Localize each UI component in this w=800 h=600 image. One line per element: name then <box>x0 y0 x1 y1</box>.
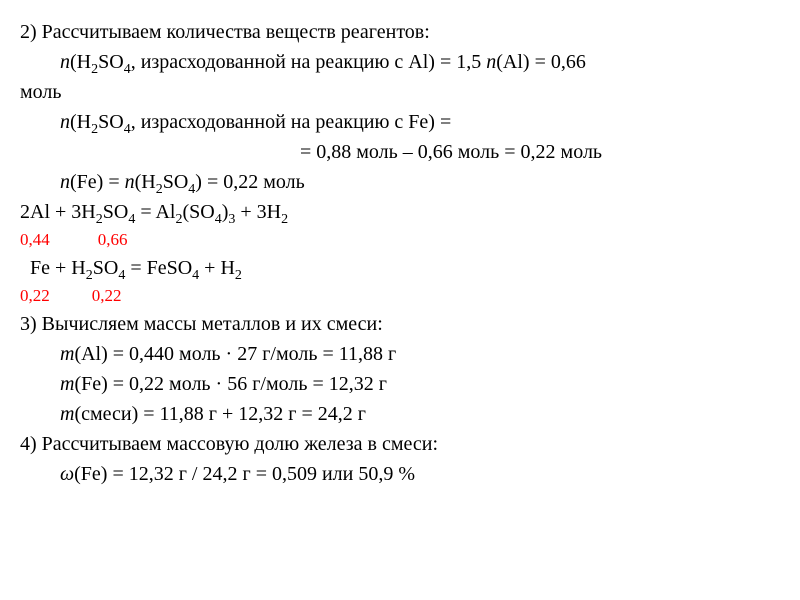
txt: + H <box>199 257 235 279</box>
sub: 4 <box>124 122 131 137</box>
var-n: n <box>60 171 70 193</box>
sub: 2 <box>235 268 242 283</box>
var-n: n <box>60 111 70 133</box>
step3-heading: 3) Вычисляем массы металлов и их смеси: <box>20 310 780 338</box>
step2-line1: n(H2SO4, израсходованной на реакцию с Al… <box>20 48 780 76</box>
txt: , израсходованной на реакцию с Fe) = <box>131 111 452 133</box>
step2-line3: n(H2SO4, израсходованной на реакцию с Fe… <box>20 108 780 136</box>
txt: (H <box>135 171 156 193</box>
coef-row2: 0,22 0,22 <box>20 284 780 308</box>
var-m: m <box>60 373 74 395</box>
step3-line3: m(смеси) = 11,88 г + 12,32 г = 24,2 г <box>20 400 780 428</box>
equation1: 2Al + 3H2SO4 = Al2(SO4)3 + 3H2 <box>20 198 780 226</box>
txt: = FeSO <box>125 257 192 279</box>
txt: (Al) = 0,66 <box>496 51 586 73</box>
equation2: Fe + H2SO4 = FeSO4 + H2 <box>20 254 780 282</box>
txt: SO <box>93 257 119 279</box>
coef: 0,22 <box>20 286 50 305</box>
txt: SO <box>98 51 124 73</box>
step2-line5: n(Fe) = n(H2SO4) = 0,22 моль <box>20 168 780 196</box>
step4-line1: ω(Fe) = 12,32 г / 24,2 г = 0,509 или 50,… <box>20 460 780 488</box>
sub: 4 <box>124 62 131 77</box>
txt: Fe + H <box>20 257 86 279</box>
coef: 0,44 <box>20 230 50 249</box>
txt: SO <box>163 171 189 193</box>
step3-line1: m(Al) = 0,440 моль · 27 г/моль = 11,88 г <box>20 340 780 368</box>
step2-heading: 2) Рассчитываем количества веществ реаге… <box>20 18 780 46</box>
step2-line2: моль <box>20 78 780 106</box>
txt: (смеси) = 11,88 г + 12,32 г = 24,2 г <box>74 403 366 425</box>
txt: (Fe) = <box>70 171 125 193</box>
txt: = Al <box>135 201 175 223</box>
txt: ) = 0,22 моль <box>195 171 304 193</box>
sub: 2 <box>156 182 163 197</box>
sub: 2 <box>281 212 288 227</box>
step4-heading: 4) Рассчитываем массовую долю железа в с… <box>20 430 780 458</box>
sub: 2 <box>96 212 103 227</box>
var-n: n <box>125 171 135 193</box>
txt: (Fe) = 0,22 моль · 56 г/моль = 12,32 г <box>74 373 387 395</box>
txt: , израсходованной на реакцию с Al) = 1,5 <box>131 51 487 73</box>
txt: (Al) = 0,440 моль · 27 г/моль = 11,88 г <box>74 343 396 365</box>
sub: 2 <box>176 212 183 227</box>
var-m: m <box>60 403 74 425</box>
var-n: n <box>486 51 496 73</box>
txt: (SO <box>183 201 215 223</box>
txt: 2Al + 3H <box>20 201 96 223</box>
var-m: m <box>60 343 74 365</box>
step3-line2: m(Fe) = 0,22 моль · 56 г/моль = 12,32 г <box>20 370 780 398</box>
sub: 2 <box>86 268 93 283</box>
txt: + 3H <box>235 201 281 223</box>
txt: SO <box>103 201 129 223</box>
coef: 0,22 <box>92 286 122 305</box>
txt: SO <box>98 111 124 133</box>
txt: (H <box>70 51 91 73</box>
coef-row1: 0,44 0,66 <box>20 228 780 252</box>
step2-line4: = 0,88 моль – 0,66 моль = 0,22 моль <box>20 138 780 166</box>
txt: (H <box>70 111 91 133</box>
txt: (Fe) = 12,32 г / 24,2 г = 0,509 или 50,9… <box>74 463 415 485</box>
var-n: n <box>60 51 70 73</box>
sub: 4 <box>215 212 222 227</box>
var-omega: ω <box>60 463 74 485</box>
coef: 0,66 <box>98 230 128 249</box>
